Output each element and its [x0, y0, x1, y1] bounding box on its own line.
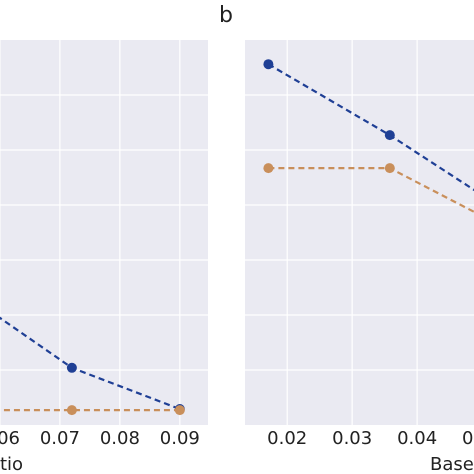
x-tick-label: 0.03 — [332, 428, 372, 449]
x-tick-label: 0.06 — [0, 428, 20, 449]
point — [174, 405, 185, 416]
plot-area — [0, 40, 208, 425]
panel: 0.06 0.07 0.08 0.09 tio — [0, 40, 208, 474]
point — [384, 130, 395, 141]
panel: 0.02 0.03 0.04 0.05 Base b — [219, 3, 474, 474]
x-tick-label: 0.07 — [40, 428, 80, 449]
x-tick-label: 0.09 — [160, 428, 200, 449]
point — [263, 59, 274, 70]
plot-area — [245, 40, 474, 425]
x-tick-label: 0.05 — [462, 428, 474, 449]
point — [66, 405, 77, 416]
point — [66, 362, 77, 373]
x-axis-label: Base — [430, 454, 474, 474]
panel-title: b — [219, 3, 233, 28]
x-tick-label: 0.08 — [100, 428, 140, 449]
point — [263, 163, 274, 174]
x-tick-label: 0.02 — [267, 428, 307, 449]
x-axis-label: tio — [0, 454, 23, 474]
point — [384, 163, 395, 174]
x-tick-label: 0.04 — [397, 428, 437, 449]
